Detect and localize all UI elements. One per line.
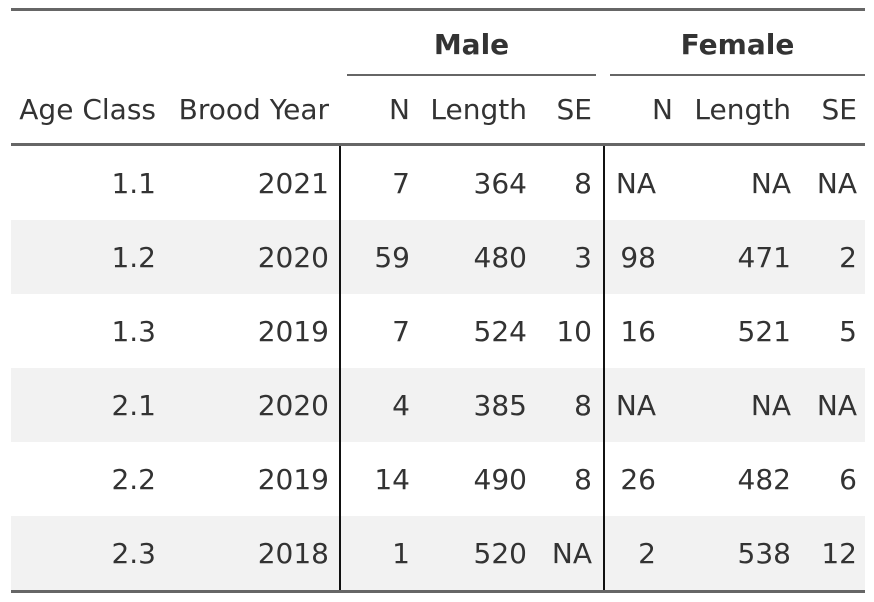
table-bottom-rule (11, 590, 865, 593)
cell-male-se: NA (551, 537, 592, 570)
cell-age-class: 1.3 (111, 315, 156, 348)
cell-brood-year: 2019 (257, 463, 329, 496)
row-stripe (11, 516, 865, 590)
spanner-female: Female (680, 28, 795, 61)
cell-brood-year: 2020 (257, 241, 329, 274)
column-divider (603, 146, 605, 590)
cell-male-n: 4 (392, 389, 410, 422)
cell-age-class: 2.3 (111, 537, 156, 570)
cell-age-class: 1.1 (111, 167, 156, 200)
cell-male-n: 1 (392, 537, 410, 570)
cell-brood-year: 2019 (257, 315, 329, 348)
cell-female-n: NA (615, 167, 656, 200)
cell-male-se: 8 (574, 167, 592, 200)
header-female-n: N (652, 93, 673, 126)
cell-male-se: 3 (574, 241, 592, 274)
header-female-se: SE (821, 93, 857, 126)
header-male-length: Length (430, 93, 527, 126)
cell-male-n: 59 (374, 241, 410, 274)
cell-female-n: 98 (620, 241, 656, 274)
cell-male-n: 14 (374, 463, 410, 496)
table-top-rule (11, 8, 865, 11)
cell-male-n: 7 (392, 315, 410, 348)
cell-age-class: 2.2 (111, 463, 156, 496)
spanner-rule-male (347, 74, 596, 76)
header-age-class: Age Class (19, 93, 156, 126)
cell-female-se: 6 (839, 463, 857, 496)
cell-female-n: 16 (620, 315, 656, 348)
cell-brood-year: 2018 (257, 537, 329, 570)
cell-female-n: NA (615, 389, 656, 422)
header-female-length: Length (694, 93, 791, 126)
row-stripe (11, 220, 865, 294)
header-male-n: N (389, 93, 410, 126)
cell-female-se: 2 (839, 241, 857, 274)
spanner-rule-female (610, 74, 865, 76)
cell-female-se: 5 (839, 315, 857, 348)
cell-age-class: 1.2 (111, 241, 156, 274)
row-stripe (11, 368, 865, 442)
cell-male-se: 8 (574, 389, 592, 422)
header-male-se: SE (556, 93, 592, 126)
spanner-male: Male (433, 28, 510, 61)
cell-female-length: 538 (737, 537, 791, 570)
cell-female-se: NA (816, 167, 857, 200)
cell-male-length: 520 (473, 537, 527, 570)
cell-male-n: 7 (392, 167, 410, 200)
cell-female-length: NA (750, 389, 791, 422)
cell-age-class: 2.1 (111, 389, 156, 422)
cell-female-length: 482 (737, 463, 791, 496)
cell-male-length: 364 (473, 167, 527, 200)
cell-female-se: 12 (821, 537, 857, 570)
cell-male-length: 480 (473, 241, 527, 274)
cell-female-se: NA (816, 389, 857, 422)
cell-male-length: 524 (473, 315, 527, 348)
cell-female-length: 471 (737, 241, 791, 274)
cell-female-length: NA (750, 167, 791, 200)
cell-brood-year: 2021 (257, 167, 329, 200)
header-bottom-rule (11, 143, 865, 146)
cell-male-length: 385 (473, 389, 527, 422)
cell-male-length: 490 (473, 463, 527, 496)
cell-female-n: 26 (620, 463, 656, 496)
cell-brood-year: 2020 (257, 389, 329, 422)
header-brood-year: Brood Year (178, 93, 329, 126)
cell-female-n: 2 (638, 537, 656, 570)
cell-male-se: 8 (574, 463, 592, 496)
column-divider (339, 146, 341, 590)
cell-female-length: 521 (737, 315, 791, 348)
cell-male-se: 10 (556, 315, 592, 348)
